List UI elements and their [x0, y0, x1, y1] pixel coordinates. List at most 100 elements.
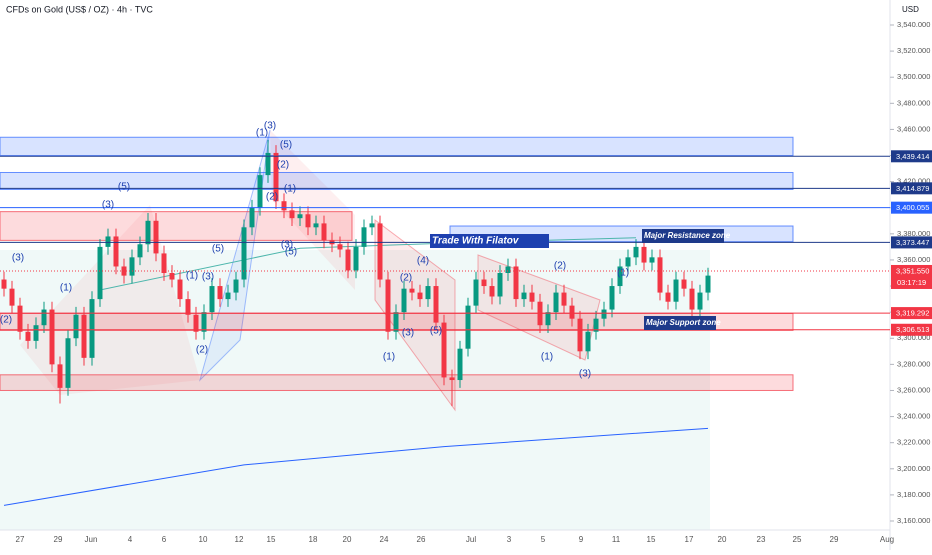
wave-label: (1): [60, 283, 72, 294]
candle-body: [409, 288, 415, 293]
x-tick-label: 27: [16, 535, 25, 544]
candle-body: [145, 220, 151, 245]
last-price-tag: [891, 264, 932, 289]
candle-body: [617, 266, 623, 287]
candle-body: [193, 314, 199, 332]
x-tick-label: 11: [612, 535, 621, 544]
wave-label: (2): [0, 315, 12, 326]
candle-body: [33, 325, 39, 341]
x-tick-label: 10: [199, 535, 208, 544]
y-tick-label: 3,460.000: [897, 124, 930, 133]
candle-body: [505, 266, 511, 273]
wave-label: (3): [102, 200, 114, 211]
candle-body: [633, 246, 639, 258]
annotation: Trade With Filatov: [432, 236, 520, 247]
candle-body: [585, 331, 591, 352]
wave-label: (5): [212, 244, 224, 255]
x-tick-label: 20: [343, 535, 352, 544]
annotation-box: [430, 234, 549, 248]
layer: 3,160.000 3,180.000 3,200.000 3,220.000 3,24…: [0, 20, 932, 544]
candle-body: [465, 305, 471, 349]
wave-label: (1): [541, 352, 553, 363]
candle-body: [657, 257, 663, 293]
wave-label: (5): [285, 247, 297, 258]
y-tick-label: 3,480.000: [897, 98, 930, 107]
x-tick-label: 26: [417, 535, 426, 544]
x-tick-label: Jul: [466, 535, 476, 544]
candle-body: [353, 246, 359, 271]
candle-body: [697, 292, 703, 310]
countdown: 03:17:19: [897, 278, 926, 287]
zone: [0, 136, 794, 157]
wave-label: (1): [256, 128, 268, 139]
candle-body: [209, 286, 215, 313]
price-tag: [891, 201, 932, 214]
y-tick-label: 3,240.000: [897, 412, 930, 421]
wave-label: (3): [12, 253, 24, 264]
wave-label: (5): [430, 326, 442, 337]
wave-label: (2): [400, 273, 412, 284]
wave-label: (1): [284, 184, 296, 195]
candle-body: [89, 299, 95, 358]
candle-body: [1, 279, 7, 289]
candle-body: [521, 292, 527, 300]
annotation-box: [642, 229, 724, 243]
candle-body: [385, 279, 391, 332]
candle-body: [561, 292, 567, 306]
price-tag: [891, 182, 932, 195]
candle-body: [401, 288, 407, 313]
wave-label: (1): [186, 271, 198, 282]
annotation: Major Resistance zone: [644, 231, 731, 240]
candle-body: [225, 292, 231, 300]
candle-body: [17, 305, 23, 332]
zone: [0, 171, 794, 190]
x-tick-label: 6: [162, 535, 167, 544]
candle-body: [97, 246, 103, 300]
candle-body: [513, 266, 519, 300]
candle-body: [9, 288, 15, 306]
price-tag-label: 3,400.055: [896, 203, 929, 212]
plot-bg: [0, 0, 890, 550]
x-tick-label: 29: [54, 535, 63, 544]
annotation: Major Support zone: [646, 318, 721, 327]
candle-body: [81, 314, 87, 358]
price-tag-label: 3,414.879: [896, 184, 929, 193]
candle-body: [577, 318, 583, 352]
candle-body: [41, 309, 47, 326]
annotation-box: [644, 316, 716, 330]
x-tick-label: 3: [507, 535, 512, 544]
candle-body: [265, 152, 271, 176]
candle-body: [233, 279, 239, 293]
last-price-label: 3,351.550: [896, 266, 929, 275]
candle-body: [337, 244, 343, 250]
candle-body: [185, 299, 191, 315]
y-tick-label: 3,260.000: [897, 385, 930, 394]
price-tag: [891, 307, 932, 320]
candle-body: [249, 207, 255, 228]
candle-body: [25, 331, 31, 341]
price-tag-label: 3,373.447: [896, 238, 929, 247]
candle-body: [361, 227, 367, 247]
candle-body: [289, 210, 295, 219]
y-tick-label: 3,420.000: [897, 177, 930, 186]
candle-body: [569, 305, 575, 319]
wave-label: (3): [579, 369, 591, 380]
candle-body: [369, 223, 375, 228]
candle-body: [177, 279, 183, 300]
wave-label: (3): [402, 328, 414, 339]
candle-body: [153, 220, 159, 254]
x-tick-label: 5: [541, 535, 546, 544]
x-tick-label: 29: [830, 535, 839, 544]
channel: [374, 219, 456, 412]
wave-label: (3): [202, 272, 214, 283]
candle-body: [529, 292, 535, 302]
price-tag: [891, 236, 932, 249]
candle-body: [321, 223, 327, 241]
x-tick-label: 25: [793, 535, 802, 544]
x-tick-label: 15: [267, 535, 276, 544]
wave-label: (4): [417, 256, 429, 267]
candle-body: [609, 286, 615, 310]
candle-body: [113, 236, 119, 267]
candle-body: [601, 309, 607, 319]
